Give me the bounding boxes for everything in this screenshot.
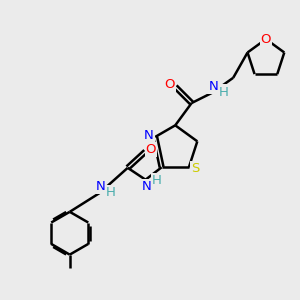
Text: H: H <box>106 186 116 199</box>
Text: N: N <box>142 180 151 193</box>
Text: H: H <box>152 174 162 187</box>
Text: H: H <box>219 85 229 98</box>
Text: O: O <box>261 33 271 46</box>
Text: N: N <box>144 129 154 142</box>
Text: O: O <box>146 142 156 156</box>
Text: N: N <box>208 80 218 93</box>
Text: O: O <box>165 78 175 91</box>
Text: N: N <box>95 180 105 193</box>
Text: S: S <box>191 162 200 175</box>
